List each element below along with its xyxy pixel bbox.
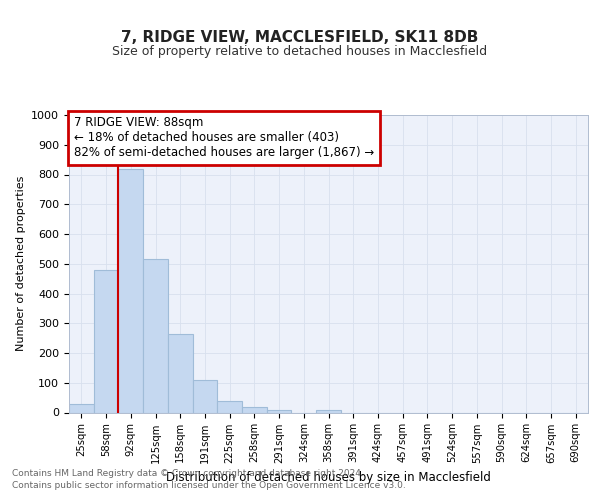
Bar [316, 410, 341, 412]
Bar [193, 380, 217, 412]
Bar [267, 410, 292, 412]
Bar [217, 401, 242, 412]
Bar [143, 260, 168, 412]
Bar [94, 270, 118, 412]
X-axis label: Distribution of detached houses by size in Macclesfield: Distribution of detached houses by size … [166, 471, 491, 484]
Text: 7 RIDGE VIEW: 88sqm
← 18% of detached houses are smaller (403)
82% of semi-detac: 7 RIDGE VIEW: 88sqm ← 18% of detached ho… [74, 116, 374, 160]
Bar [242, 406, 267, 412]
Bar [168, 334, 193, 412]
Text: 7, RIDGE VIEW, MACCLESFIELD, SK11 8DB: 7, RIDGE VIEW, MACCLESFIELD, SK11 8DB [121, 30, 479, 45]
Bar [69, 404, 94, 412]
Text: Contains HM Land Registry data © Crown copyright and database right 2024.: Contains HM Land Registry data © Crown c… [12, 470, 364, 478]
Text: Contains public sector information licensed under the Open Government Licence v3: Contains public sector information licen… [12, 480, 406, 490]
Y-axis label: Number of detached properties: Number of detached properties [16, 176, 26, 352]
Bar [118, 168, 143, 412]
Text: Size of property relative to detached houses in Macclesfield: Size of property relative to detached ho… [112, 44, 488, 58]
